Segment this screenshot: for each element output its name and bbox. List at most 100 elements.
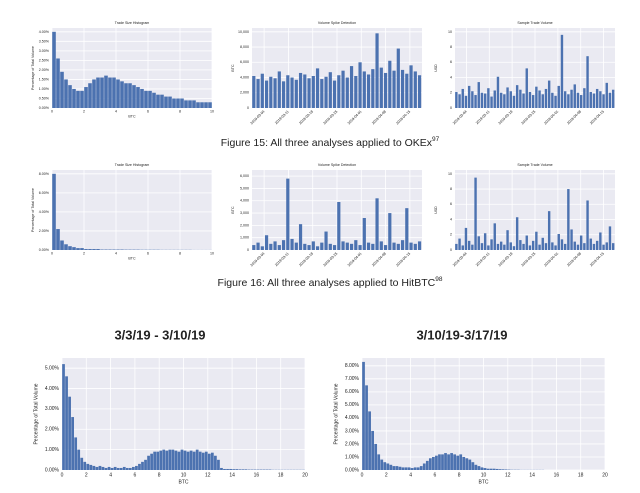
bar bbox=[405, 73, 409, 108]
bar bbox=[168, 96, 172, 108]
bar bbox=[528, 245, 532, 250]
bar bbox=[77, 449, 81, 470]
bar bbox=[477, 82, 480, 108]
bar bbox=[509, 242, 512, 250]
bar bbox=[371, 69, 375, 108]
x-axis-label: BTC bbox=[128, 115, 136, 119]
bar bbox=[192, 100, 196, 108]
bar bbox=[392, 70, 396, 108]
x-tick-label: 4 bbox=[409, 472, 412, 478]
y-tick-label: 3,000 bbox=[240, 211, 249, 215]
bar bbox=[110, 467, 114, 470]
y-tick-label: 0.50% bbox=[39, 96, 50, 100]
x-tick-label: 2019-03-04 bbox=[250, 110, 266, 126]
bar bbox=[76, 248, 80, 250]
bar bbox=[498, 469, 502, 470]
x-tick-label: 8 bbox=[158, 472, 161, 478]
y-tick-label: 1.00% bbox=[39, 87, 50, 91]
bar bbox=[144, 459, 147, 470]
bar bbox=[413, 243, 417, 250]
bar bbox=[589, 238, 592, 250]
bar bbox=[186, 451, 190, 470]
bar bbox=[135, 465, 138, 470]
x-tick-label: 2019-04-15 bbox=[589, 110, 605, 126]
bar bbox=[349, 243, 354, 250]
bar bbox=[563, 91, 567, 108]
bar bbox=[341, 241, 345, 250]
x-tick-label: 20 bbox=[302, 472, 308, 478]
y-tick-label: 10 bbox=[448, 30, 452, 34]
bar bbox=[602, 94, 605, 108]
x-tick-label: 6 bbox=[434, 472, 437, 478]
bar bbox=[501, 469, 505, 470]
bar bbox=[592, 243, 596, 250]
x-tick-label: 6 bbox=[147, 110, 149, 114]
bar bbox=[459, 454, 463, 470]
x-tick-label: 2019-04-01 bbox=[347, 252, 363, 268]
bar bbox=[547, 80, 551, 108]
bar bbox=[195, 449, 199, 470]
bar bbox=[264, 235, 269, 250]
y-tick-label: 10 bbox=[448, 172, 452, 176]
y-tick-label: 0.00% bbox=[45, 467, 60, 473]
bar bbox=[471, 91, 474, 108]
bar bbox=[68, 85, 72, 108]
bar bbox=[573, 241, 576, 250]
bar bbox=[311, 241, 315, 250]
y-tick-label: 5.00% bbox=[45, 366, 60, 372]
bar bbox=[80, 90, 84, 108]
bar bbox=[358, 62, 362, 108]
bar bbox=[332, 80, 337, 108]
x-tick-label: 10 bbox=[210, 110, 214, 114]
bar bbox=[144, 90, 148, 108]
bar bbox=[447, 454, 450, 470]
bar bbox=[374, 443, 378, 470]
bar bbox=[358, 245, 362, 250]
bar bbox=[492, 468, 496, 470]
bar bbox=[152, 92, 156, 108]
x-tick-label: 18 bbox=[578, 472, 584, 478]
bar bbox=[544, 88, 548, 108]
x-tick-label: 2019-03-25 bbox=[521, 110, 537, 126]
y-axis-label: Percentage of Total Volume bbox=[33, 383, 39, 444]
x-tick-label: 4 bbox=[109, 472, 112, 478]
y-tick-label: 3.50% bbox=[39, 39, 50, 43]
bar bbox=[132, 466, 135, 470]
x-tick-label: 2019-04-08 bbox=[371, 110, 387, 126]
bar bbox=[56, 229, 60, 250]
bar bbox=[467, 85, 471, 108]
bar bbox=[519, 89, 522, 108]
bar bbox=[120, 81, 124, 108]
bar bbox=[256, 242, 260, 250]
y-tick-label: 0 bbox=[450, 106, 452, 110]
bar bbox=[84, 249, 88, 250]
bar bbox=[410, 468, 414, 470]
x-tick-label: 2019-03-18 bbox=[298, 252, 314, 268]
bar bbox=[455, 243, 458, 250]
bar bbox=[196, 102, 200, 108]
bar bbox=[611, 89, 615, 108]
y-axis-label: BTC bbox=[231, 64, 235, 72]
bar bbox=[611, 243, 615, 250]
bar bbox=[60, 240, 64, 250]
plot-area bbox=[52, 28, 212, 108]
bar bbox=[210, 452, 214, 470]
bar bbox=[499, 92, 503, 108]
bar bbox=[122, 466, 126, 470]
bar bbox=[80, 457, 84, 470]
bar bbox=[557, 234, 560, 250]
bar bbox=[286, 75, 290, 108]
bar bbox=[349, 66, 354, 108]
bar bbox=[599, 232, 602, 250]
chart-title: Trade Size Histogram bbox=[115, 21, 150, 25]
y-tick-label: 5,000 bbox=[240, 186, 249, 190]
y-tick-label: 4 bbox=[450, 75, 452, 79]
bar bbox=[560, 239, 564, 250]
bar bbox=[405, 208, 409, 250]
bar bbox=[474, 177, 477, 250]
bar bbox=[531, 95, 535, 108]
bar bbox=[471, 244, 474, 250]
bar bbox=[480, 92, 484, 108]
bar bbox=[506, 87, 509, 108]
caption-text: Figure 16: All three analyses applied to… bbox=[218, 277, 436, 289]
